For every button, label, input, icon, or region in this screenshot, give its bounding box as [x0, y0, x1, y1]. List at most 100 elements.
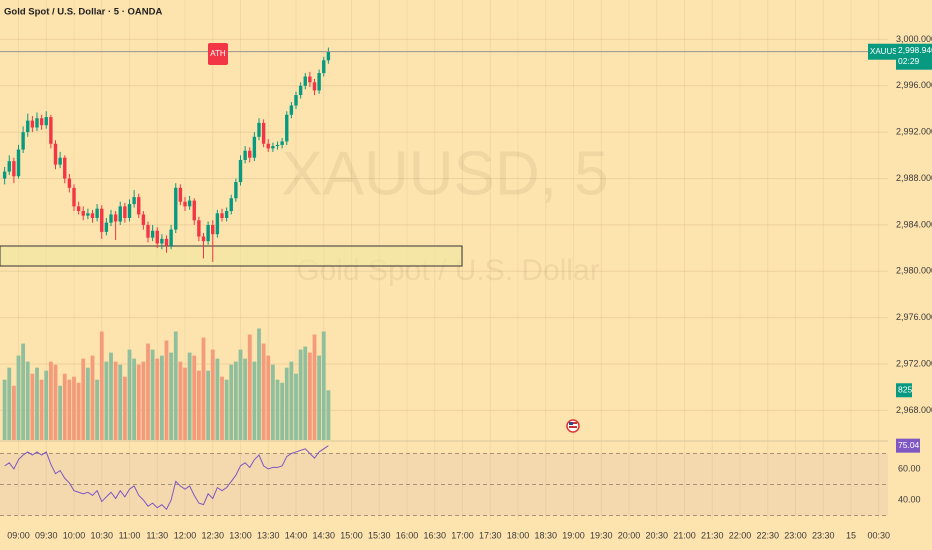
volume-bar — [312, 334, 317, 440]
volume-bar — [146, 343, 150, 440]
x-tick-label: 11:30 — [146, 530, 168, 540]
volume-bar — [169, 352, 174, 440]
volume-bar — [58, 385, 63, 440]
candle-body — [123, 206, 127, 218]
x-tick-label: 16:30 — [423, 530, 446, 540]
volume-bar — [122, 376, 127, 440]
volume-bar — [270, 364, 275, 440]
volume-bar — [136, 364, 141, 440]
symbol-label: XAUUSD — [870, 47, 904, 56]
volume-bar — [247, 334, 252, 440]
candle-body — [155, 230, 159, 244]
candle-body — [229, 198, 233, 212]
y-tick-label: 2,968.000 — [896, 405, 932, 415]
x-tick-label: 09:30 — [35, 530, 58, 540]
y-tick-label: 2,976.000 — [896, 312, 932, 322]
plot — [0, 47, 868, 511]
volume-bar — [62, 373, 67, 440]
volume-bar — [25, 361, 30, 440]
candle-body — [289, 105, 294, 115]
volume-bar — [178, 361, 183, 440]
candle-body — [132, 197, 136, 205]
support-zone — [0, 245, 463, 267]
x-tick-label: 14:30 — [312, 530, 335, 540]
price-label: 2,998.940 — [898, 45, 932, 55]
candle-body — [146, 224, 150, 238]
x-tick-label: 11:00 — [119, 530, 141, 540]
candle-body — [113, 214, 118, 222]
candle-body — [58, 157, 62, 165]
volume-bar — [201, 337, 206, 440]
volume-bar — [280, 382, 285, 440]
candle-body — [100, 208, 104, 232]
y-tick-label: 3,000.000 — [896, 34, 932, 44]
candle-body — [39, 118, 44, 126]
x-tick-label: 18:00 — [507, 530, 530, 540]
volume-bar — [294, 373, 298, 440]
rsi-tick-label: 60.00 — [898, 463, 921, 473]
x-tick-label: 16:00 — [396, 530, 419, 540]
candle-body — [118, 206, 122, 222]
volume-bar — [2, 379, 7, 440]
x-tick-label: 21:00 — [673, 530, 696, 540]
candle-body — [285, 114, 289, 142]
volume-bar — [183, 367, 187, 440]
volume-bar — [7, 367, 12, 440]
candle-body — [261, 122, 266, 144]
x-tick-label: 17:30 — [479, 530, 502, 540]
candle-body — [201, 236, 206, 242]
volume-bar — [150, 349, 155, 440]
candle-body — [317, 73, 321, 91]
candle-body — [183, 201, 187, 207]
volume-bar — [284, 367, 289, 440]
candle-body — [308, 76, 312, 83]
candle-body — [257, 122, 261, 137]
candle-body — [280, 141, 284, 145]
volume-bar — [307, 352, 312, 440]
ath-badge — [208, 43, 228, 65]
symbol-badge — [868, 43, 896, 60]
candle-body — [67, 178, 72, 188]
volume-bar — [85, 367, 90, 440]
y-tick-label: 2,988.000 — [896, 173, 932, 183]
x-tick-label: 00:30 — [867, 530, 890, 540]
candle-body — [30, 120, 35, 128]
countdown-label: 02:29 — [898, 56, 920, 66]
volume-bar — [303, 346, 308, 440]
volume-bar — [233, 361, 238, 440]
x-tick-label: 10:00 — [63, 530, 86, 540]
candle-body — [95, 208, 99, 218]
candle-body — [16, 149, 21, 177]
candle-body — [104, 222, 109, 232]
volume-bar — [321, 331, 326, 440]
candle-body — [109, 214, 113, 223]
candle-body — [160, 238, 164, 244]
x-tick-label: 19:30 — [590, 530, 613, 540]
y-tick-label: 2,980.000 — [896, 266, 932, 276]
volume-bar — [16, 355, 21, 440]
volume-bar — [173, 331, 178, 440]
candle-body — [252, 136, 257, 158]
volume-bar — [44, 370, 49, 440]
volume-bar — [164, 340, 169, 440]
candle-body — [187, 200, 192, 207]
volume-badge — [896, 383, 912, 398]
volume-bar — [21, 343, 26, 440]
candle-body — [220, 213, 224, 218]
volume-bar — [95, 379, 100, 440]
volume-bar — [48, 361, 53, 440]
candle-body — [137, 197, 141, 215]
volume-bar — [118, 364, 123, 440]
volume-bar — [238, 349, 243, 440]
candle-body — [141, 214, 146, 225]
volume-label: 825 — [898, 385, 912, 395]
x-tick-label: 23:30 — [812, 530, 835, 540]
candle-body — [224, 211, 229, 218]
y-tick-label: 2,992.000 — [896, 127, 932, 137]
volume-bar — [113, 361, 118, 440]
candle-body — [294, 95, 298, 106]
candle-body — [81, 211, 85, 216]
volume-bar — [252, 361, 257, 440]
volume-bar — [229, 364, 234, 440]
